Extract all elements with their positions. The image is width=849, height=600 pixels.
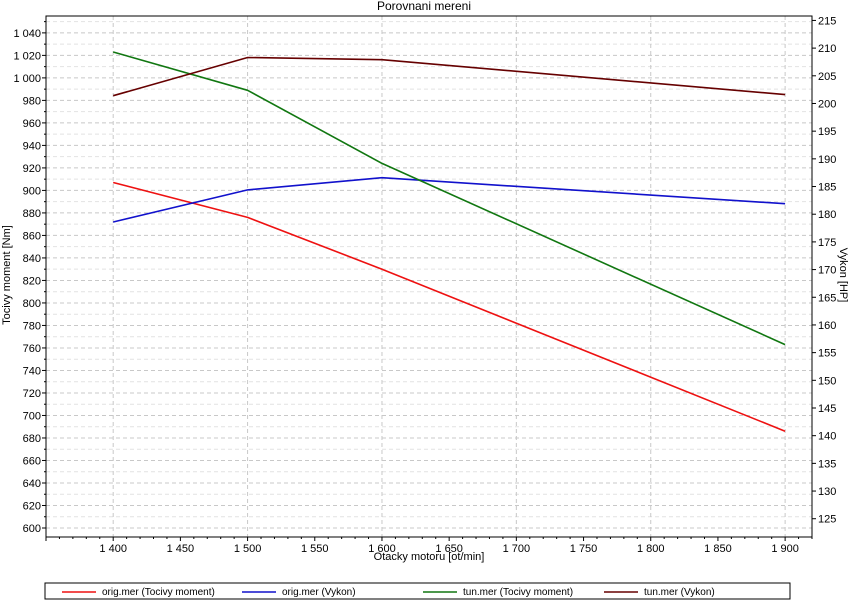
y-left-tick-label: 740 (23, 365, 41, 377)
y-axis-right: 125 130 135 140 145 150 155 160 165 170 175 180 185 1… (812, 15, 836, 526)
y-left-tick-label: 660 (23, 455, 41, 467)
y-left-tick-label: 900 (23, 185, 41, 197)
y-right-tick-label: 145 (818, 403, 836, 415)
y-right-tick-label: 165 (818, 292, 836, 304)
legend-label-2: orig.mer (Vykon) (282, 587, 356, 598)
y-right-tick-label: 205 (818, 71, 836, 83)
legend: orig.mer (Tocivy moment) orig.mer (Vykon)… (62, 587, 715, 598)
x-tick-label: 1 600 (368, 543, 396, 555)
y-left-tick-label: 700 (23, 410, 41, 422)
y-right-tick-label: 215 (818, 15, 836, 27)
y-left-tick-label: 840 (23, 253, 41, 265)
y-right-tick-label: 155 (818, 348, 836, 360)
y-right-tick-label: 180 (818, 209, 836, 221)
y-left-tick-label: 980 (23, 95, 41, 107)
y-left-tick-label: 960 (23, 118, 41, 130)
chart-title: Porovnani mereni (377, 0, 471, 13)
x-tick-label: 1 550 (301, 543, 329, 555)
grid (46, 16, 812, 537)
y-right-tick-label: 140 (818, 431, 836, 443)
y-left-tick-label: 620 (23, 500, 41, 512)
x-tick-label: 1 700 (503, 543, 531, 555)
y-left-tick-label: 820 (23, 275, 41, 287)
plot-frame (45, 15, 813, 538)
x-tick-label: 1 450 (167, 543, 195, 555)
y-left-tick-label: 940 (23, 140, 41, 152)
y-left-tick-label: 600 (23, 523, 41, 535)
y-right-tick-label: 125 (818, 514, 836, 526)
y-left-tick-label: 780 (23, 320, 41, 332)
y-left-tick-label: 760 (23, 343, 41, 355)
y-left-tick-label: 800 (23, 298, 41, 310)
y-right-tick-label: 170 (818, 265, 836, 277)
series-line-2 (113, 176, 786, 223)
y-right-tick-label: 135 (818, 458, 836, 470)
y-right-tick-label: 200 (818, 98, 836, 110)
y-left-tick-label: 860 (23, 230, 41, 242)
legend-label-1: orig.mer (Tocivy moment) (102, 587, 215, 598)
x-axis: 1 400 1 450 1 500 1 550 1 600 1 650 1 700 1 750… (45, 537, 813, 555)
x-tick-label: 1 850 (704, 543, 732, 555)
y-left-tick-label: 920 (23, 163, 41, 175)
x-tick-label: 1 750 (570, 543, 598, 555)
y-right-tick-label: 130 (818, 486, 836, 498)
y-left-tick-label: 1 020 (13, 50, 41, 62)
x-tick-label: 1 800 (637, 543, 665, 555)
y-right-tick-label: 185 (818, 182, 836, 194)
x-axis-title: Otacky motoru [ot/min] (374, 551, 485, 563)
legend-box (44, 582, 791, 600)
y-left-tick-label: 880 (23, 208, 41, 220)
y-left-tick-label: 1 000 (13, 73, 41, 85)
y-right-tick-label: 150 (818, 375, 836, 387)
y-right-tick-label: 210 (818, 43, 836, 55)
series-line-1 (112, 181, 786, 432)
y-right-tick-label: 160 (818, 320, 836, 332)
y-left-tick-label: 1 040 (13, 28, 41, 40)
x-tick-label: 1 900 (771, 543, 799, 555)
series-lines (112, 51, 786, 432)
legend-label-3: tun.mer (Tocivy moment) (463, 587, 573, 598)
y-axis-right-title: Vykon [HP] (837, 248, 849, 303)
y-left-tick-label: 680 (23, 433, 41, 445)
legend-label-4: tun.mer (Vykon) (644, 587, 715, 598)
x-tick-label: 1 500 (234, 543, 262, 555)
x-tick-label: 1 650 (435, 543, 463, 555)
y-left-tick-label: 640 (23, 478, 41, 490)
series-line-4 (112, 56, 786, 97)
y-right-tick-label: 190 (818, 154, 836, 166)
y-axis-left: 600 620 640 660 680 700 720 740 760 780 800 820 840 8… (13, 21, 46, 535)
x-tick-label: 1 400 (99, 543, 127, 555)
y-right-tick-label: 175 (818, 237, 836, 249)
y-axis-left-title: Tocivy moment [Nm] (1, 225, 13, 325)
y-left-tick-label: 720 (23, 388, 41, 400)
y-right-tick-label: 195 (818, 126, 836, 138)
series-line-3 (112, 51, 786, 346)
